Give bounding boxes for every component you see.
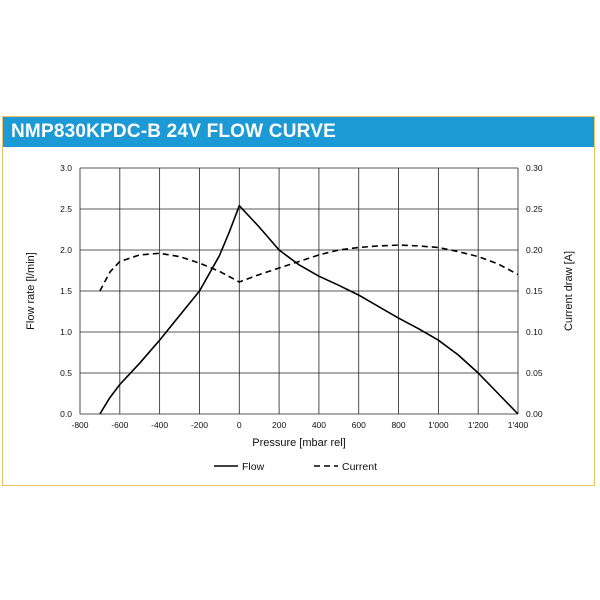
legend-label-flow: Flow [242, 461, 265, 473]
y-tick-label: 2.5 [60, 204, 72, 214]
y-tick-label: 2.0 [60, 245, 72, 255]
y2-tick-label: 0.10 [526, 327, 543, 337]
x-tick-label: 1'200 [468, 420, 489, 430]
x-tick-labels: -800 -600 -400 -200 0 200 400 600 800 1'000 1'200 1… [71, 420, 528, 430]
y2-tick-label: 0.25 [526, 204, 543, 214]
x-tick-label: -400 [151, 420, 168, 430]
y-tick-labels: 0.0 0.5 1.0 1.5 2.0 2.5 3.0 [60, 163, 72, 419]
y2-tick-label: 0.20 [526, 245, 543, 255]
x-tick-label: 1'400 [508, 420, 529, 430]
legend: Flow Current [214, 461, 377, 473]
chart-title: NMP830KPDC-B 24V FLOW CURVE [3, 117, 594, 147]
y2-tick-label: 0.15 [526, 286, 543, 296]
x-tick-label: 400 [312, 420, 326, 430]
x-tick-label: 1'000 [428, 420, 449, 430]
y-tick-label: 1.5 [60, 286, 72, 296]
x-tick-label: -200 [191, 420, 208, 430]
y-axis-label: Flow rate [l/min] [25, 252, 37, 330]
x-tick-label: 200 [272, 420, 286, 430]
series-line-flow [99, 204, 519, 415]
chart-card: NMP830KPDC-B 24V FLOW CURVE [2, 116, 595, 486]
y2-tick-label: 0.05 [526, 368, 543, 378]
y2-tick-label: 0.30 [526, 163, 543, 173]
x-tick-label: 0 [237, 420, 242, 430]
legend-label-current: Current [342, 461, 377, 473]
y2-tick-label: 0.00 [526, 409, 543, 419]
x-tick-label: 600 [352, 420, 366, 430]
x-tick-label: -600 [111, 420, 128, 430]
y2-axis-label: Current draw [A] [563, 251, 575, 331]
y-tick-label: 1.0 [60, 327, 72, 337]
y-tick-label: 0.0 [60, 409, 72, 419]
series-line-current [99, 244, 519, 292]
grid-lines [79, 167, 519, 415]
y-tick-label: 0.5 [60, 368, 72, 378]
y2-tick-labels: 0.00 0.05 0.10 0.15 0.20 0.25 0.30 [526, 163, 543, 419]
y-tick-label: 3.0 [60, 163, 72, 173]
series-lines [99, 204, 519, 415]
x-tick-label: -800 [71, 420, 88, 430]
x-axis-label: Pressure [mbar rel] [252, 437, 346, 449]
x-tick-label: 800 [391, 420, 405, 430]
